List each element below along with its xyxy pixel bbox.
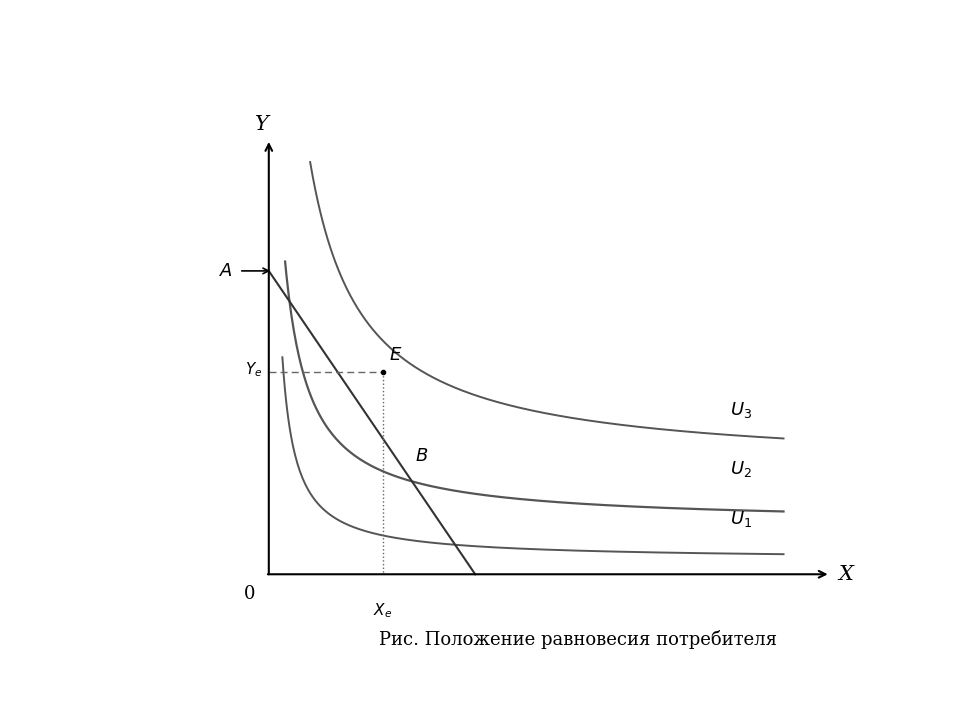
- Text: $U_2$: $U_2$: [731, 459, 753, 479]
- Text: $X_e$: $X_e$: [373, 602, 393, 621]
- Text: Y: Y: [254, 114, 268, 133]
- Text: $A$: $A$: [220, 262, 233, 280]
- Text: Рис. Положение равновесия потребителя: Рис. Положение равновесия потребителя: [378, 630, 777, 649]
- Text: $E$: $E$: [390, 346, 402, 364]
- Text: $U_3$: $U_3$: [731, 400, 753, 420]
- Text: $B$: $B$: [416, 447, 429, 465]
- Text: $Y_e$: $Y_e$: [245, 361, 262, 379]
- Text: $U_1$: $U_1$: [731, 510, 753, 529]
- Text: X: X: [838, 564, 852, 584]
- Text: 0: 0: [244, 585, 255, 603]
